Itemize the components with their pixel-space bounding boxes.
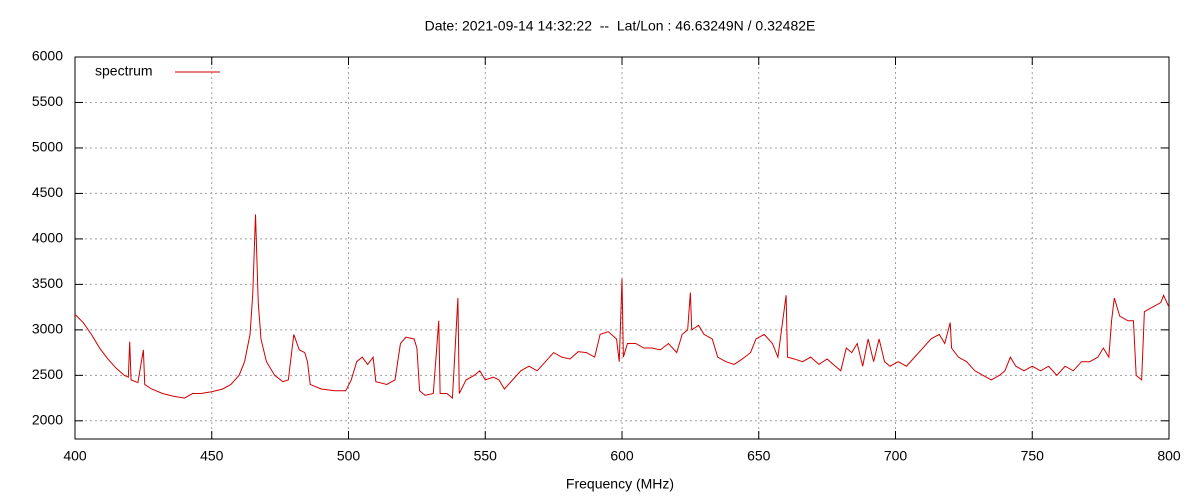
x-tick-label: 650 <box>747 448 771 464</box>
spectrum-line <box>74 214 1170 400</box>
x-tick-label: 400 <box>63 448 87 464</box>
x-tick-label: 600 <box>610 448 634 464</box>
x-tick-label: 750 <box>1021 448 1045 464</box>
x-tick-label: 700 <box>884 448 908 464</box>
y-tick-label: 5000 <box>32 139 63 155</box>
chart-title: Date: 2021-09-14 14:32:22 -- Lat/Lon : 4… <box>425 18 816 34</box>
x-tick-label: 550 <box>474 448 498 464</box>
x-axis-label: Frequency (MHz) <box>566 476 674 492</box>
x-tick-label: 800 <box>1157 448 1181 464</box>
y-tick-label: 2500 <box>32 366 63 382</box>
x-tick-label: 500 <box>337 448 361 464</box>
plot-border <box>74 56 1170 440</box>
y-tick-label: 3000 <box>32 321 63 337</box>
y-tick-label: 2000 <box>32 412 63 428</box>
y-tick-label: 3500 <box>32 275 63 291</box>
x-tick-label: 450 <box>200 448 224 464</box>
y-tick-label: 5500 <box>32 93 63 109</box>
y-tick-label: 4000 <box>32 230 63 246</box>
y-tick-label: 6000 <box>32 48 63 64</box>
legend-label: spectrum <box>95 63 153 79</box>
y-tick-label: 4500 <box>32 184 63 200</box>
